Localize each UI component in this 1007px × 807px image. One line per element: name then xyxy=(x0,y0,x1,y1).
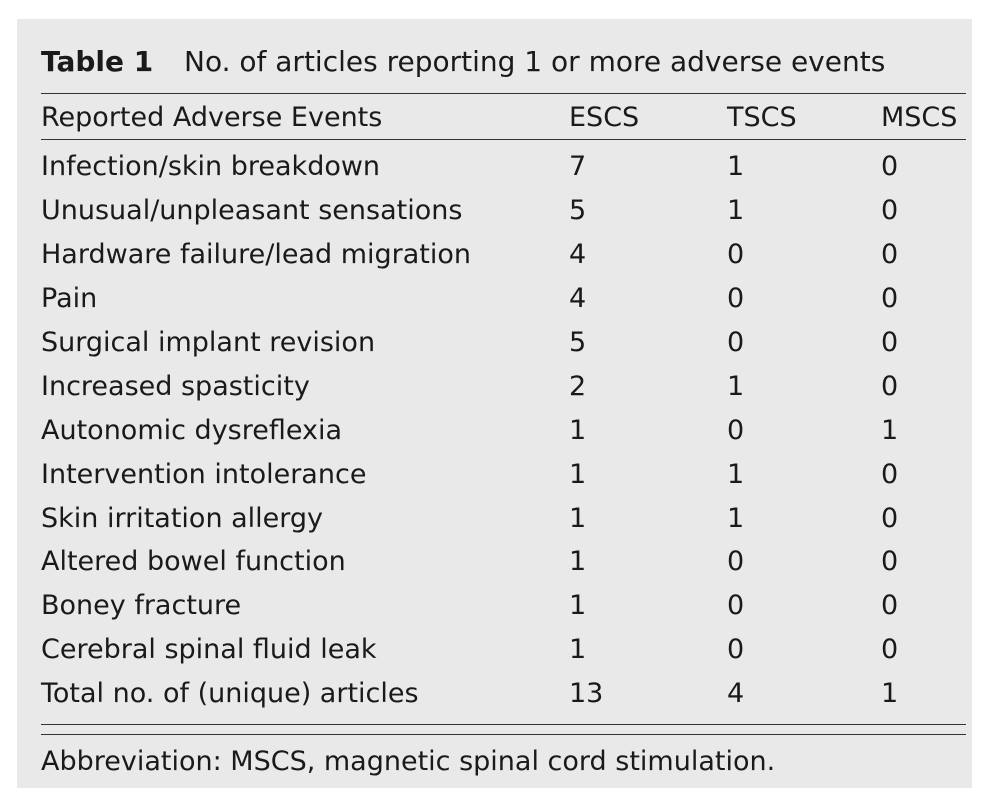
table-row: Unusual/unpleasant sensations 5 1 0 xyxy=(41,189,966,233)
cell-event: Skin irritation allergy xyxy=(41,502,324,534)
cell-escs: 5 xyxy=(569,195,587,227)
column-header-mscs: MSCS xyxy=(881,101,958,133)
bottom-rule-lower xyxy=(41,734,966,735)
cell-mscs: 0 xyxy=(881,458,899,490)
cell-escs: 4 xyxy=(569,283,587,315)
cell-tscs: 0 xyxy=(727,590,745,622)
cell-tscs: 0 xyxy=(727,327,745,358)
cell-mscs: 0 xyxy=(881,195,899,227)
cell-tscs: 0 xyxy=(727,634,745,666)
cell-event: Boney fracture xyxy=(41,590,242,622)
cell-escs: 1 xyxy=(569,414,587,446)
bottom-rule-upper xyxy=(41,724,966,725)
cell-escs: 1 xyxy=(569,546,587,578)
table-row: Boney fracture 1 0 0 xyxy=(41,584,966,628)
cell-event: Increased spasticity xyxy=(41,370,310,402)
column-header-event: Reported Adverse Events xyxy=(41,101,383,133)
top-rule xyxy=(41,93,966,94)
cell-event: Intervention intolerance xyxy=(41,458,367,490)
cell-tscs: 1 xyxy=(727,151,745,183)
cell-tscs: 0 xyxy=(727,414,745,446)
cell-escs: 1 xyxy=(569,502,587,534)
cell-escs: 7 xyxy=(569,151,587,183)
table-row: Autonomic dysreflexia 1 0 1 xyxy=(41,408,966,452)
cell-tscs: 4 xyxy=(727,678,745,710)
table-panel: Table 1 No. of articles reporting 1 or m… xyxy=(17,19,972,788)
cell-escs: 1 xyxy=(569,458,587,490)
table-header-row: Reported Adverse Events ESCS TSCS MSCS xyxy=(41,95,966,139)
table-row: Increased spasticity 2 1 0 xyxy=(41,364,966,408)
cell-escs: 4 xyxy=(569,239,587,271)
column-header-tscs: TSCS xyxy=(727,101,797,133)
table-row: Hardware failure/lead migration 4 0 0 xyxy=(41,233,966,277)
header-rule xyxy=(41,139,966,140)
cell-escs: 13 xyxy=(569,678,604,710)
cell-event: Altered bowel function xyxy=(41,546,346,578)
cell-mscs: 0 xyxy=(881,370,899,402)
cell-mscs: 0 xyxy=(881,634,899,666)
cell-event: Infection/skin breakdown xyxy=(41,151,381,183)
table-row: Infection/skin breakdown 7 1 0 xyxy=(41,139,966,189)
cell-event: Cerebral spinal fluid leak xyxy=(41,634,377,666)
cell-mscs: 1 xyxy=(881,414,899,446)
cell-mscs: 0 xyxy=(881,283,899,315)
cell-event: Autonomic dysreflexia xyxy=(41,414,343,446)
cell-escs: 2 xyxy=(569,370,587,402)
cell-escs: 5 xyxy=(569,327,587,358)
cell-mscs: 0 xyxy=(881,327,899,358)
cell-escs: 1 xyxy=(569,634,587,666)
cell-tscs: 0 xyxy=(727,239,745,271)
cell-event: Hardware failure/lead migration xyxy=(41,239,472,271)
table-title: No. of articles reporting 1 or more adve… xyxy=(184,44,886,78)
table-row: Intervention intolerance 1 1 0 xyxy=(41,452,966,496)
table-row: Skin irritation allergy 1 1 0 xyxy=(41,496,966,540)
column-header-escs: ESCS xyxy=(569,101,640,133)
cell-mscs: 0 xyxy=(881,151,899,183)
table-title-row: Table 1 No. of articles reporting 1 or m… xyxy=(41,41,885,81)
table-footnote: Abbreviation: MSCS, magnetic spinal cord… xyxy=(41,745,776,777)
table-row: Altered bowel function 1 0 0 xyxy=(41,540,966,584)
cell-tscs: 1 xyxy=(727,195,745,227)
cell-tscs: 1 xyxy=(727,458,745,490)
cell-mscs: 0 xyxy=(881,590,899,622)
cell-mscs: 0 xyxy=(881,546,899,578)
cell-tscs: 0 xyxy=(727,283,745,315)
table-body: Infection/skin breakdown 7 1 0 Unusual/unple… xyxy=(41,139,966,716)
cell-event: Total no. of (unique) articles xyxy=(41,678,419,710)
cell-escs: 1 xyxy=(569,590,587,622)
cell-mscs: 1 xyxy=(881,678,899,710)
table-row: Surgical implant revision 5 0 0 xyxy=(41,321,966,365)
cell-event: Surgical implant revision xyxy=(41,327,376,358)
cell-mscs: 0 xyxy=(881,239,899,271)
table-row: Total no. of (unique) articles 13 4 1 xyxy=(41,672,966,716)
cell-tscs: 0 xyxy=(727,546,745,578)
cell-tscs: 1 xyxy=(727,370,745,402)
table-label: Table 1 xyxy=(41,44,154,78)
table-row: Pain 4 0 0 xyxy=(41,277,966,321)
table-row: Cerebral spinal fluid leak 1 0 0 xyxy=(41,628,966,672)
cell-mscs: 0 xyxy=(881,502,899,534)
cell-event: Pain xyxy=(41,283,98,315)
adverse-events-table: Reported Adverse Events ESCS TSCS MSCS I… xyxy=(41,95,966,716)
cell-tscs: 1 xyxy=(727,502,745,534)
cell-event: Unusual/unpleasant sensations xyxy=(41,195,463,227)
